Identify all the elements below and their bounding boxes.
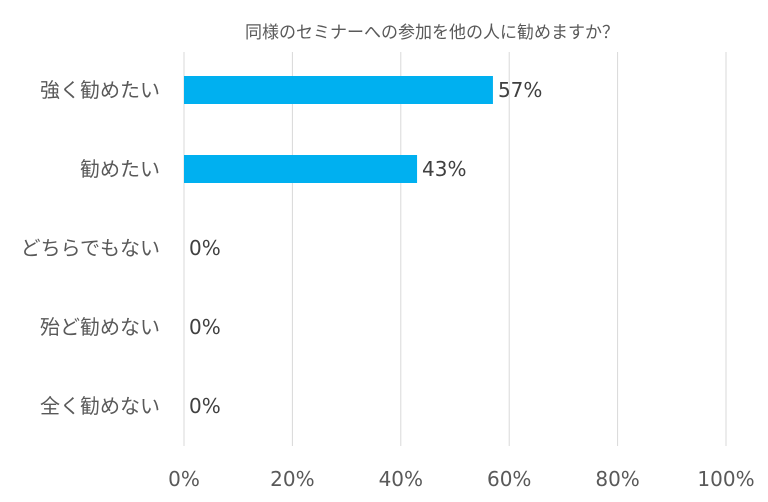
category-label: 勧めたい [80, 157, 160, 181]
gridlines [183, 52, 727, 446]
chart-title: 同様のセミナーへの参加を他の人に勧めますか？ [245, 23, 619, 43]
x-tick-label: 100% [697, 467, 754, 491]
data-label: 57% [498, 78, 542, 102]
x-tick-label: 60% [487, 467, 531, 491]
x-axis-ticks: 0% 20% 40% 60% 80% 100% [168, 467, 754, 491]
bar [184, 155, 418, 183]
category-label: 強く勧めたい [40, 78, 160, 102]
x-tick-label: 0% [168, 467, 200, 491]
x-tick-label: 20% [270, 467, 314, 491]
category-label: 殆ど勧めない [40, 315, 160, 339]
x-tick-label: 80% [595, 467, 639, 491]
x-tick-label: 40% [379, 467, 423, 491]
data-label: 0% [189, 315, 221, 339]
data-label: 0% [189, 236, 221, 260]
category-label: 全く勧めない [40, 394, 160, 418]
data-label: 0% [189, 394, 221, 418]
data-label: 43% [422, 157, 466, 181]
bar [184, 76, 493, 104]
bars [184, 76, 493, 183]
data-labels: 57% 43% 0% 0% 0% [189, 78, 542, 418]
category-label: どちらでもない [21, 236, 160, 260]
